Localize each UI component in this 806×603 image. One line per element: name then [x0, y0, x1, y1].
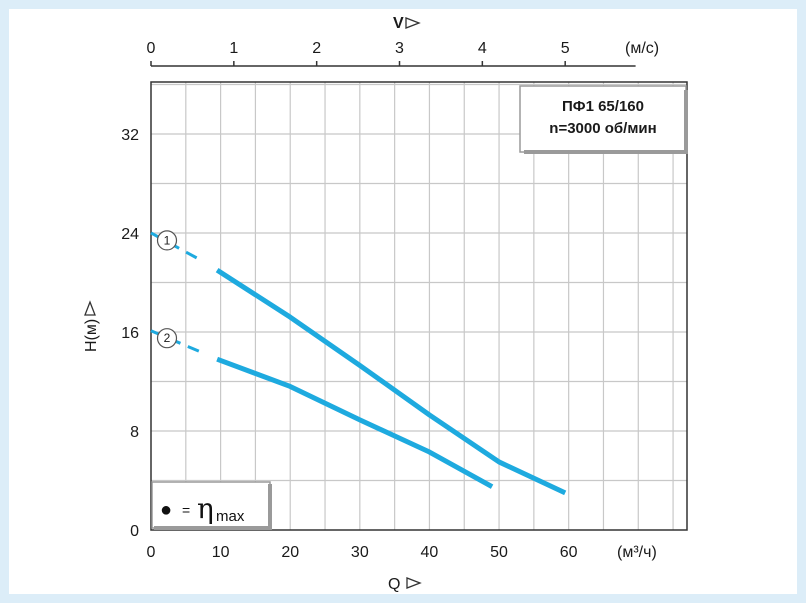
- top-axis-unit: (м/с): [625, 40, 659, 57]
- x-tick-label: 60: [560, 544, 578, 561]
- top-axis-tick-label: 1: [229, 40, 238, 57]
- x-axis-arrow-icon: [406, 577, 422, 589]
- y-tick-label: 0: [130, 523, 139, 540]
- info-box: ПФ1 65/160 n=3000 об/мин: [519, 85, 688, 154]
- y-tick-label: 24: [121, 226, 139, 243]
- top-axis-tick-label: 5: [561, 40, 570, 57]
- top-axis-label: V: [393, 15, 404, 32]
- top-axis-tick-label: 0: [147, 40, 156, 57]
- legend-dot-icon: ●: [160, 499, 172, 521]
- x-tick-label: 10: [212, 544, 230, 561]
- curve-2-marker-label: 2: [164, 331, 171, 345]
- y-axis-label: H(м): [83, 319, 100, 352]
- y-tick-labels: 0 8 16 24 32: [121, 127, 139, 540]
- y-axis-arrow-icon: [84, 300, 96, 316]
- y-tick-label: 32: [121, 127, 139, 144]
- x-axis-label: Q: [388, 576, 400, 593]
- top-axis-tick-label: 2: [312, 40, 321, 57]
- x-tick-label: 40: [421, 544, 439, 561]
- x-tick-label: 30: [351, 544, 369, 561]
- y-tick-label: 8: [130, 424, 139, 441]
- curve-1-marker-label: 1: [164, 233, 171, 247]
- info-box-speed: n=3000 об/мин: [549, 120, 656, 137]
- curve-2-marker-icon: [156, 328, 178, 349]
- grid-lines: [151, 82, 687, 530]
- legend-equals: =: [182, 502, 190, 518]
- curve-1: [215, 268, 567, 496]
- curve-1-marker-icon: [156, 230, 178, 251]
- x-axis-unit: (м³/ч): [617, 544, 657, 561]
- top-axis-tick-label: 4: [478, 40, 487, 57]
- plot-border: [150, 81, 688, 531]
- top-axis-arrow-icon: [405, 17, 421, 29]
- y-tick-label: 16: [121, 325, 139, 342]
- legend-box: ● = η max: [151, 481, 272, 530]
- curve-2: [216, 356, 494, 489]
- pump-curves: 12: [150, 230, 567, 496]
- info-box-model: ПФ1 65/160: [562, 98, 644, 115]
- x-tick-label: 0: [147, 544, 156, 561]
- x-tick-labels: 0 10 20 30 40 50 60: [147, 544, 578, 561]
- top-velocity-axis: 0 1 2 3 4 5: [147, 40, 636, 67]
- x-tick-label: 50: [490, 544, 508, 561]
- legend-eta-sub: max: [216, 508, 245, 525]
- top-axis-tick-label: 3: [395, 40, 404, 57]
- x-tick-label: 20: [281, 544, 299, 561]
- legend-eta: η: [197, 492, 214, 525]
